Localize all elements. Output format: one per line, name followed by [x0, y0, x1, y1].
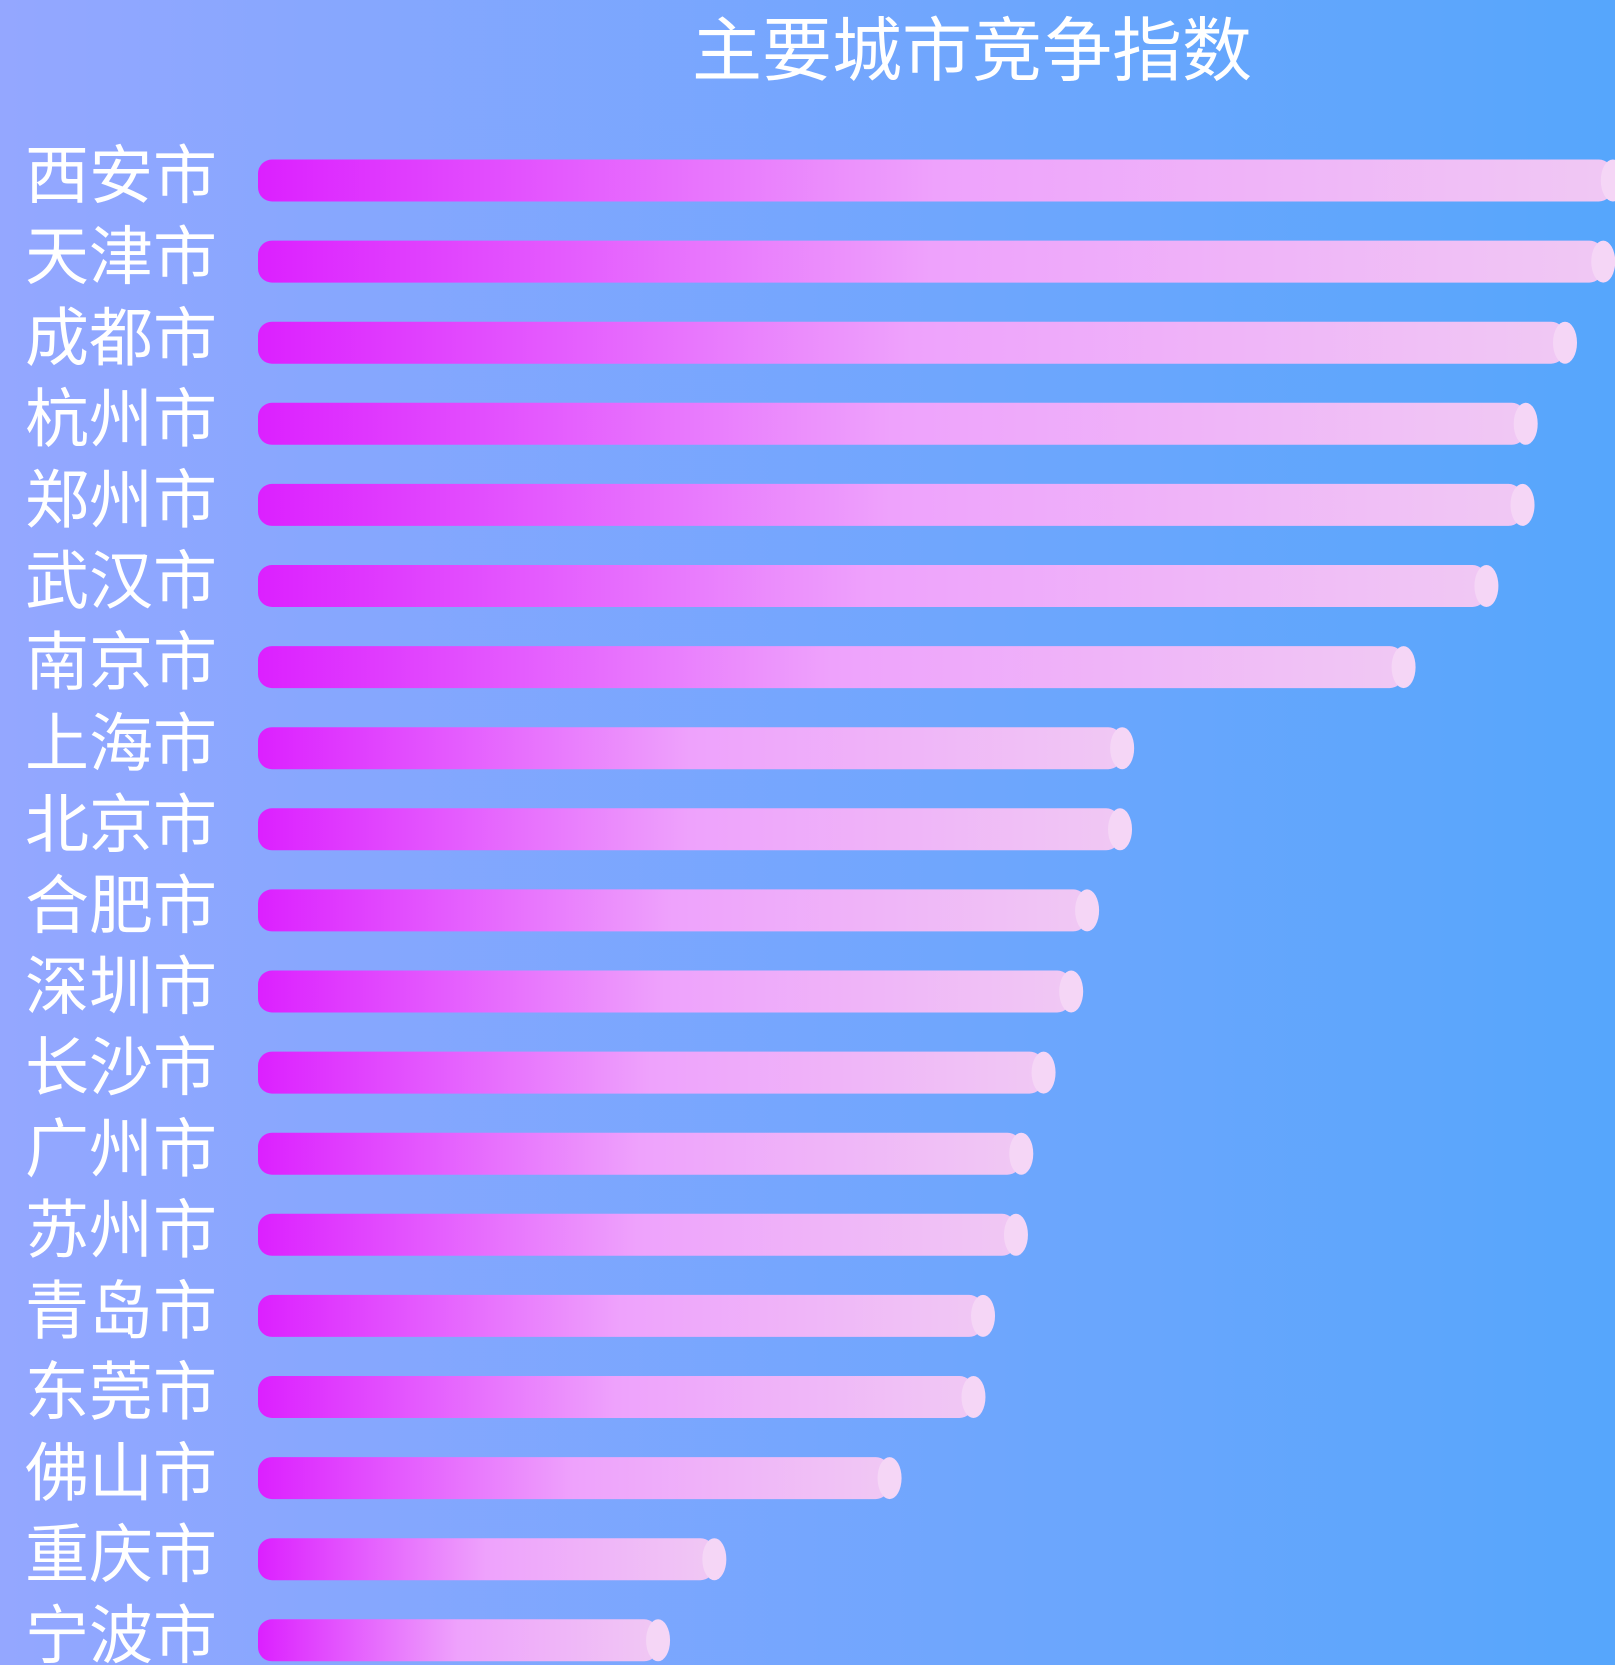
bar-body — [258, 1213, 1016, 1256]
y-tick-label: 深圳市 — [25, 951, 217, 1025]
bar-cap — [1108, 808, 1133, 851]
bar-body — [258, 889, 1088, 932]
y-tick-label: 重庆市 — [25, 1519, 217, 1593]
y-tick-label: 北京市 — [25, 789, 217, 863]
y-tick-label: 成都市 — [25, 302, 217, 376]
bar — [258, 1538, 727, 1581]
bar-body — [258, 1294, 984, 1337]
y-tick-label: 长沙市 — [25, 1032, 217, 1106]
bar-body — [258, 970, 1072, 1013]
y-tick-label: 郑州市 — [25, 464, 217, 538]
y-tick-label: 上海市 — [25, 708, 217, 782]
bar-cap — [1075, 889, 1100, 932]
bar — [258, 1132, 1034, 1175]
bar-body — [258, 1051, 1044, 1094]
bar-body — [258, 483, 1523, 526]
bar-cap — [1510, 483, 1535, 526]
bar-body — [258, 240, 1604, 283]
bar-body — [258, 727, 1123, 770]
bar-body — [258, 402, 1526, 445]
bar-body — [258, 321, 1566, 364]
bar-cap — [961, 1376, 986, 1418]
y-tick-label: 宁波市 — [25, 1600, 217, 1665]
bar-body — [258, 159, 1613, 202]
bar-body — [258, 646, 1404, 689]
bar — [258, 646, 1416, 689]
bar-cap — [1059, 970, 1084, 1013]
y-tick-label: 西安市 — [25, 140, 217, 214]
bar — [258, 1213, 1028, 1256]
chart-title: 主要城市竞争指数 — [692, 10, 1252, 92]
bar — [258, 240, 1615, 283]
bar — [258, 321, 1578, 364]
bar — [258, 889, 1100, 932]
bar-body — [258, 808, 1121, 851]
bar-body — [258, 565, 1487, 607]
bar — [258, 1376, 986, 1418]
bar-body — [258, 1619, 659, 1662]
y-tick-label: 东莞市 — [25, 1357, 217, 1431]
bar — [258, 1457, 902, 1500]
bar-cap — [877, 1457, 902, 1500]
bar — [258, 1619, 671, 1662]
bar-body — [258, 1132, 1022, 1175]
bar-cap — [1003, 1213, 1028, 1256]
bar-cap — [1110, 727, 1135, 770]
bar — [258, 808, 1133, 851]
y-tick-label: 武汉市 — [25, 546, 217, 620]
bar-cap — [1031, 1051, 1056, 1094]
bar-cap — [702, 1538, 727, 1581]
y-tick-label: 青岛市 — [25, 1275, 217, 1349]
bar — [258, 159, 1615, 202]
y-tick-label: 佛山市 — [25, 1438, 217, 1512]
y-tick-label: 天津市 — [25, 221, 217, 295]
bar-cap — [1600, 159, 1615, 202]
bar — [258, 727, 1135, 770]
bar — [258, 402, 1538, 445]
bar-cap — [1591, 240, 1615, 283]
y-tick-label: 广州市 — [25, 1113, 217, 1187]
bar — [258, 1051, 1056, 1094]
bar-body — [258, 1457, 890, 1500]
bar-body — [258, 1376, 974, 1418]
bar-cap — [1513, 402, 1538, 445]
y-tick-label: 南京市 — [25, 627, 217, 701]
y-tick-label: 杭州市 — [25, 383, 217, 457]
y-tick-label: 苏州市 — [25, 1194, 217, 1268]
bar-body — [258, 1538, 715, 1581]
bar-cap — [1009, 1132, 1034, 1175]
bar — [258, 483, 1535, 526]
bar-cap — [1391, 646, 1416, 689]
bar-cap — [646, 1619, 671, 1662]
bar-cap — [1474, 565, 1499, 607]
bar — [258, 1294, 996, 1337]
bar — [258, 970, 1084, 1013]
y-tick-label: 合肥市 — [25, 870, 217, 944]
bar-cap — [1553, 321, 1578, 364]
bar-cap — [971, 1294, 996, 1337]
bar — [258, 565, 1499, 607]
